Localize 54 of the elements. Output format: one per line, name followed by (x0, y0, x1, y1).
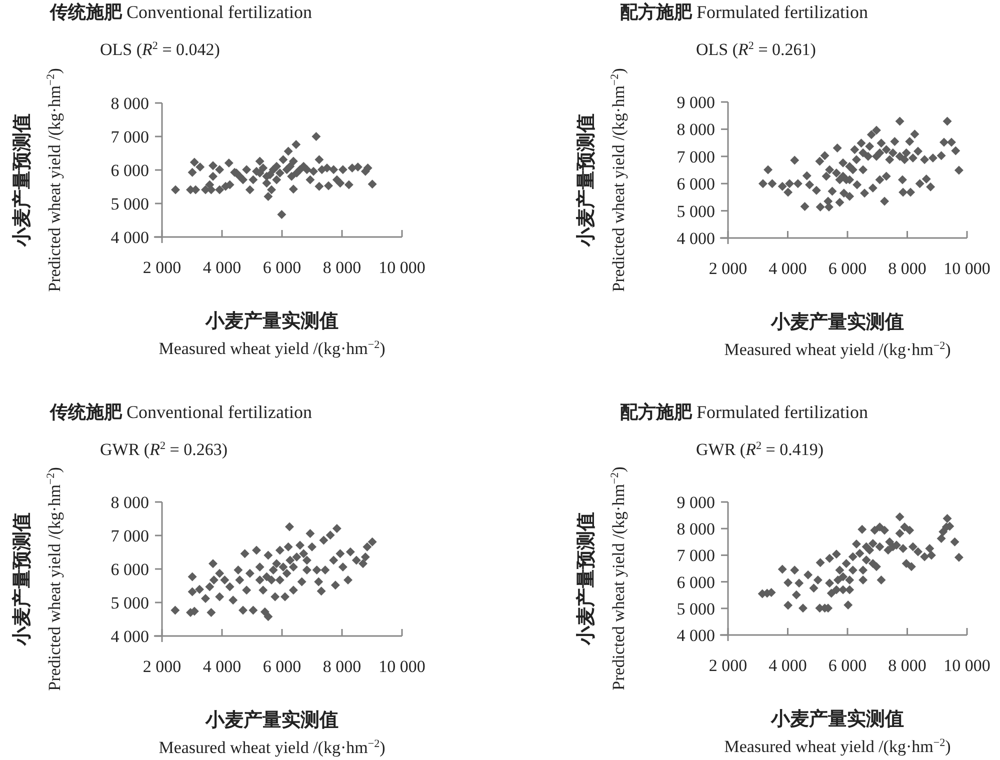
y-tick-label: 8 000 (110, 493, 149, 512)
y-tick-label: 7 000 (676, 546, 715, 566)
y-tick-label: 4 000 (110, 228, 149, 247)
y-tick-label: 4 000 (110, 627, 149, 646)
y-tick-label: 8 000 (676, 120, 715, 140)
y-tick-label: 4 000 (676, 626, 715, 645)
x-tick-label: 6 000 (262, 258, 302, 277)
y-tick-label: 8 000 (676, 520, 715, 539)
y-tick-label: 5 000 (110, 594, 149, 612)
y-tick-label: 5 000 (676, 599, 715, 618)
x-tick-label: 2 000 (142, 657, 182, 676)
x-tick-label: 8 000 (888, 656, 926, 675)
y-tick-label: 9 000 (676, 93, 715, 112)
chart-subtitle: GWR (R$^{2}$ = 0.263) (100, 440, 228, 459)
y-tick-label: 6 000 (676, 572, 715, 592)
y-tick-label: 6 000 (110, 161, 149, 180)
y-tick-label: 6 000 (676, 174, 715, 194)
x-axis-title: 小麦产量实测值 Measured wheat yield /(kg·hm$^{−2}$) (158, 310, 386, 358)
x-tick-label: 10 000 (944, 259, 990, 278)
x-tick-label: 8 000 (322, 657, 362, 676)
x-tick-label: 2 000 (708, 656, 748, 675)
y-tick-label: 8 000 (110, 94, 149, 113)
x-tick-label: 10 000 (944, 656, 990, 675)
x-tick-label: 6 000 (262, 657, 302, 676)
x-tick-label: 2 000 (708, 259, 748, 278)
y-tick-label: 9 000 (676, 493, 715, 512)
chart-title: 传统施肥 Conventional fertilization (49, 402, 312, 423)
y-tick-label: 7 000 (110, 128, 149, 146)
x-tick-label: 4 000 (202, 258, 242, 277)
chart-subtitle: OLS (R$^{2}$ = 0.042) (100, 40, 220, 59)
x-tick-label: 4 000 (768, 656, 807, 675)
y-tick-label: 6 000 (110, 560, 149, 579)
x-tick-label: 2 000 (142, 258, 182, 277)
x-axis-title: 小麦产量实测值 Measured wheat yield /(kg·hm$^{−2}$) (158, 709, 386, 757)
x-tick-label: 8 000 (322, 258, 362, 277)
chart-subtitle: OLS (R$^{2}$ = 0.261) (696, 40, 816, 59)
x-tick-label: 6 000 (828, 259, 867, 278)
chart-title: 配方施肥 Formulated fertilization (620, 402, 868, 423)
y-tick-label: 5 000 (676, 202, 715, 221)
y-tick-label: 4 000 (676, 229, 715, 248)
x-tick-label: 4 000 (768, 259, 807, 278)
x-tick-label: 6 000 (828, 656, 867, 675)
x-tick-label: 8 000 (888, 259, 926, 278)
chart-title: 传统施肥 Conventional fertilization (49, 2, 312, 23)
y-tick-label: 7 000 (110, 526, 149, 546)
x-axis-title: 小麦产量实测值 Measured wheat yield /(kg·hm$^{−2}$) (724, 311, 951, 359)
x-tick-label: 10 000 (378, 657, 426, 676)
y-tick-label: 7 000 (676, 147, 715, 166)
x-tick-label: 4 000 (202, 657, 242, 676)
x-tick-label: 10 000 (378, 258, 426, 277)
chart-title: 配方施肥 Formulated fertilization (620, 2, 868, 23)
x-axis-title: 小麦产量实测值 Measured wheat yield /(kg·hm$^{−2}$) (724, 708, 951, 756)
y-tick-label: 5 000 (110, 194, 149, 214)
chart-subtitle: GWR (R$^{2}$ = 0.419) (696, 440, 824, 459)
